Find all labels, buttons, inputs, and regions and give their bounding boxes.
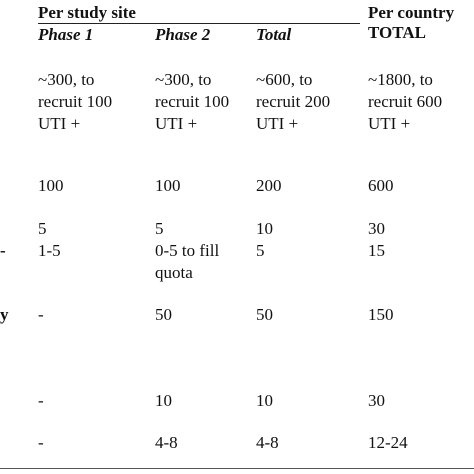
row-2-phase1-cell: 5 (38, 219, 47, 238)
country-total-header: TOTAL (368, 23, 426, 42)
total-column-header: Total (256, 25, 292, 44)
row-5-total-cell: 10 (256, 391, 273, 410)
row-1-phase1-cell: 100 (38, 176, 64, 195)
row-6-total-cell: 4-8 (256, 433, 279, 452)
row-4-label-fragment: y (0, 305, 9, 324)
row-2-total-cell: 10 (256, 219, 273, 238)
row-5-phase2-cell: 10 (155, 391, 172, 410)
per-country-header: Per country (368, 3, 455, 22)
study-site-header-rule (38, 23, 360, 24)
row-1-country-cell: 600 (368, 176, 394, 195)
row-1-total-cell: 200 (256, 176, 282, 195)
row-6-phase2-cell: 4-8 (155, 433, 178, 452)
row-2-country-cell: 30 (368, 219, 385, 238)
row-5-phase1-cell: - (38, 391, 44, 410)
row-3-label-fragment: - (0, 241, 6, 260)
row-4-phase2-cell: 50 (155, 305, 172, 324)
row-3-country-cell: 15 (368, 241, 385, 260)
row-6-phase1-cell: - (38, 433, 44, 452)
row-3-total-cell: 5 (256, 241, 265, 260)
row-6-country-cell: 12-24 (368, 433, 408, 452)
row-1-phase2-cell: 100 (155, 176, 181, 195)
phase-2-column-header: Phase 2 (155, 25, 211, 44)
phase-1-column-header: Phase 1 (38, 25, 94, 44)
row-3-phase1-cell: 1-5 (38, 241, 61, 260)
per-study-site-header: Per study site (38, 3, 136, 22)
row-0-phase1-cell: ~300, to recruit 100 UTI + (38, 70, 113, 133)
table-bottom-rule (0, 468, 474, 469)
row-0-country-cell: ~1800, to recruit 600 UTI + (368, 70, 443, 133)
row-0-total-cell: ~600, to recruit 200 UTI + (256, 70, 331, 133)
row-2-phase2-cell: 5 (155, 219, 164, 238)
row-4-country-cell: 150 (368, 305, 394, 324)
row-0-phase2-cell: ~300, to recruit 100 UTI + (155, 70, 230, 133)
row-3-phase2-cell: 0-5 to fill quota (155, 241, 220, 282)
row-5-country-cell: 30 (368, 391, 385, 410)
row-4-total-cell: 50 (256, 305, 273, 324)
row-4-phase1-cell: - (38, 305, 44, 324)
